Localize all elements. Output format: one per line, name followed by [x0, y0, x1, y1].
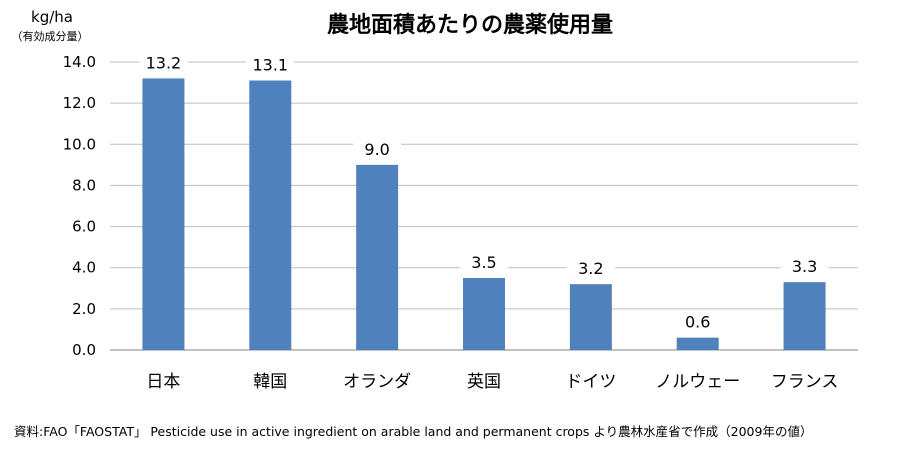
category-label: 英国	[467, 372, 501, 392]
category-label: 日本	[146, 372, 180, 392]
y-axis-unit-sub: （有効成分量）	[12, 29, 89, 43]
y-axis-ticks: 0.0 2.0 4.0 6.0 8.0 10.0 12.0 14.0	[63, 53, 96, 359]
data-label: 9.0	[364, 140, 389, 159]
category-labels: 日本 韓国 オランダ 英国 ドイツ ノルウェー フランス	[146, 372, 838, 392]
y-tick-label: 14.0	[63, 53, 96, 71]
bar	[142, 78, 185, 350]
bar	[249, 80, 292, 350]
data-label: 3.2	[578, 259, 603, 278]
y-tick-label: 8.0	[72, 176, 96, 194]
bar	[569, 284, 612, 350]
category-label: オランダ	[343, 372, 411, 392]
bar	[463, 278, 505, 350]
y-tick-label: 0.0	[72, 341, 96, 359]
chart-title: 農地面積あたりの農薬使用量	[327, 13, 613, 38]
data-label: 13.2	[146, 53, 182, 72]
data-label: 13.1	[252, 56, 288, 75]
data-label-bg	[460, 252, 508, 272]
y-axis-unit: kg/ha	[31, 8, 73, 26]
data-label: 0.6	[685, 313, 710, 332]
bar	[676, 337, 719, 350]
y-tick-label: 6.0	[72, 218, 96, 236]
data-label-bg	[566, 258, 615, 279]
y-tick-label: 2.0	[72, 300, 96, 318]
bar	[783, 282, 826, 350]
data-label-bg	[139, 52, 188, 73]
source-note: 資料:FAO「FAOSTAT」 Pesticide use in active …	[14, 424, 812, 439]
bar	[356, 164, 399, 350]
y-tick-label: 10.0	[63, 135, 96, 153]
y-tick-label: 12.0	[63, 94, 96, 112]
data-label-bg	[353, 138, 402, 159]
data-label: 3.5	[471, 253, 496, 272]
data-label-bg	[780, 256, 829, 277]
category-label: ノルウェー	[655, 372, 740, 392]
category-label: ドイツ	[565, 372, 616, 392]
bars: 13.2 13.1 9.0 3.5 3.2 0.6 3.3	[139, 52, 829, 350]
category-label: 韓国	[253, 372, 287, 392]
y-tick-label: 4.0	[72, 259, 96, 277]
data-label: 3.3	[792, 257, 817, 276]
data-label-bg	[246, 54, 295, 75]
category-label: フランス	[771, 372, 839, 392]
data-label-bg	[673, 311, 722, 332]
